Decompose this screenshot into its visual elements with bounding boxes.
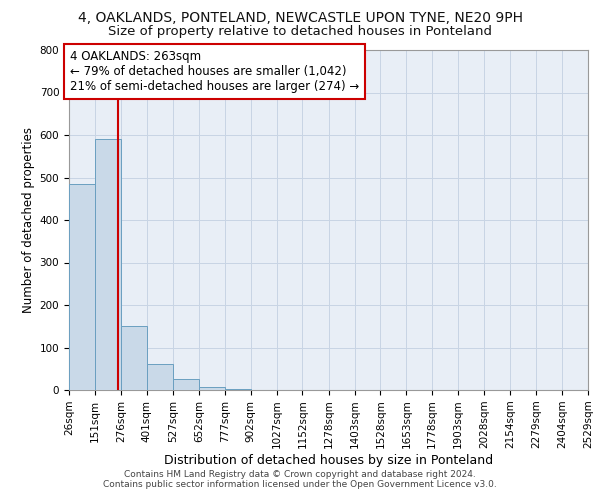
Bar (121, 326, 146, 390)
Text: 4, OAKLANDS, PONTELAND, NEWCASTLE UPON TYNE, NE20 9PH: 4, OAKLANDS, PONTELAND, NEWCASTLE UPON T… (77, 11, 523, 25)
Bar (69, 184, 95, 390)
X-axis label: Distribution of detached houses by size in Ponteland: Distribution of detached houses by size … (164, 454, 493, 467)
Text: Size of property relative to detached houses in Ponteland: Size of property relative to detached ho… (108, 25, 492, 38)
Bar (147, 364, 173, 390)
Y-axis label: Number of detached properties: Number of detached properties (22, 127, 35, 313)
Bar (173, 380, 199, 390)
Bar (225, 388, 251, 390)
Text: Contains HM Land Registry data © Crown copyright and database right 2024.
Contai: Contains HM Land Registry data © Crown c… (103, 470, 497, 489)
Text: 4 OAKLANDS: 263sqm
← 79% of detached houses are smaller (1,042)
21% of semi-deta: 4 OAKLANDS: 263sqm ← 79% of detached hou… (70, 50, 359, 93)
Bar (95, 139, 121, 390)
Bar (199, 386, 224, 390)
